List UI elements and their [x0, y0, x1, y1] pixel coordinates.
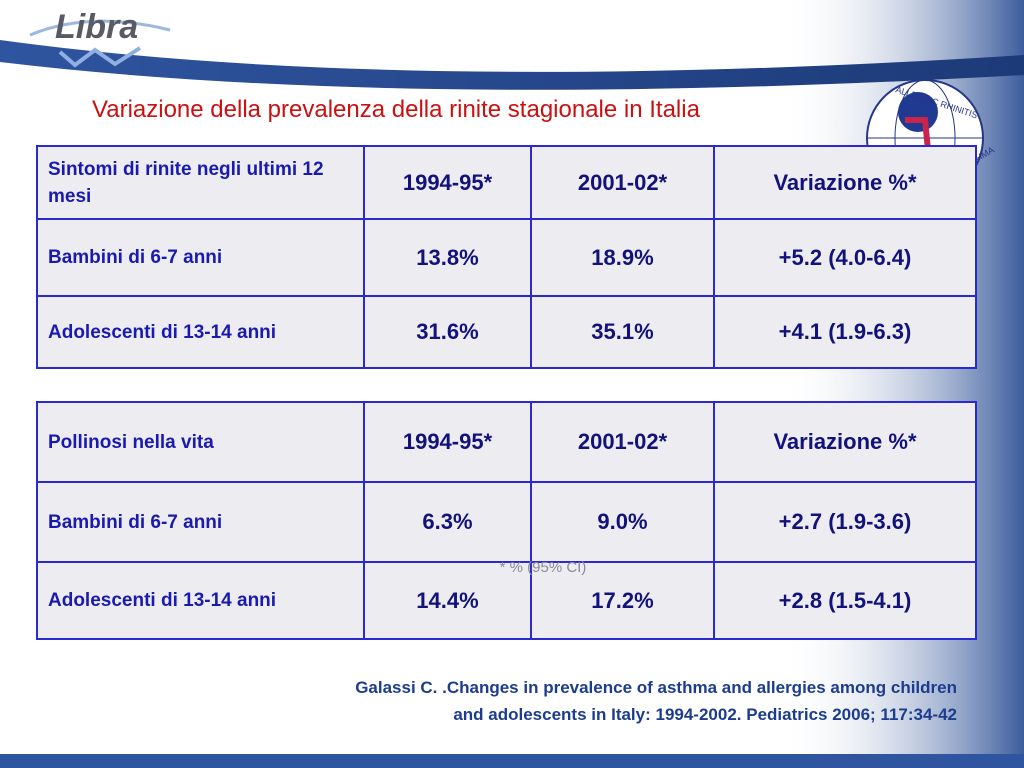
- header-row: Pollinosi nella vita 1994-95* 2001-02* Vari…: [36, 401, 977, 483]
- bottom-bar: [0, 754, 1024, 768]
- footnote: * % (95% CI): [499, 559, 587, 576]
- cell: +4.1 (1.9-6.3): [713, 295, 977, 369]
- row-label: Adolescenti di 13-14 anni: [36, 295, 365, 369]
- cell: Variazione %*: [713, 145, 977, 220]
- table-row: Adolescenti di 13-14 anni 14.4% 17.2% +2.8 …: [36, 561, 977, 640]
- cell: 1994-95*: [363, 145, 532, 220]
- data-table: Pollinosi nella vita 1994-95* 2001-02* Vari…: [36, 401, 977, 640]
- row-label: Sintomi di rinite negli ultimi 12 mesi: [36, 145, 365, 220]
- cell: +2.8 (1.5-4.1): [713, 561, 977, 640]
- citation-line: and adolescents in Italy: 1994-2002. Ped…: [453, 705, 957, 724]
- row-label: Bambini di 6-7 anni: [36, 481, 365, 563]
- table-row: Bambini di 6-7 anni 6.3% 9.0% +2.7 (1.9-3.6…: [36, 481, 977, 563]
- slide-title: Variazione della prevalenza della rinite…: [92, 96, 700, 123]
- cell: 2001-02*: [530, 145, 715, 220]
- citation-line: Galassi C. .Changes in prevalence of ast…: [355, 678, 957, 697]
- cell: 6.3%: [363, 481, 532, 563]
- row-label: Pollinosi nella vita: [36, 401, 365, 483]
- cell: 18.9%: [530, 218, 715, 297]
- table-row: Bambini di 6-7 anni 13.8% 18.9% +5.2 (4.0-6…: [36, 218, 977, 297]
- logo-text: Libra: [55, 8, 138, 46]
- cell: 35.1%: [530, 295, 715, 369]
- logo-wave: [58, 46, 142, 68]
- data-table: Sintomi di rinite negli ultimi 12 mesi 19…: [36, 145, 977, 369]
- cell: +5.2 (4.0-6.4): [713, 218, 977, 297]
- cell: 14.4%: [363, 561, 532, 640]
- logo-swoosh: [29, 19, 171, 37]
- cell: 1994-95*: [363, 401, 532, 483]
- cell: +2.7 (1.9-3.6): [713, 481, 977, 563]
- cell: 17.2%: [530, 561, 715, 640]
- cell: Variazione %*: [713, 401, 977, 483]
- table-row: Adolescenti di 13-14 anni 31.6% 35.1% +4.1 …: [36, 295, 977, 369]
- cell: 2001-02*: [530, 401, 715, 483]
- row-label: Bambini di 6-7 anni: [36, 218, 365, 297]
- top-swoosh: [0, 40, 1024, 90]
- cell: 31.6%: [363, 295, 532, 369]
- cell: 13.8%: [363, 218, 532, 297]
- row-label: Adolescenti di 13-14 anni: [36, 561, 365, 640]
- cell: 9.0%: [530, 481, 715, 563]
- header-row: Sintomi di rinite negli ultimi 12 mesi 19…: [36, 145, 977, 220]
